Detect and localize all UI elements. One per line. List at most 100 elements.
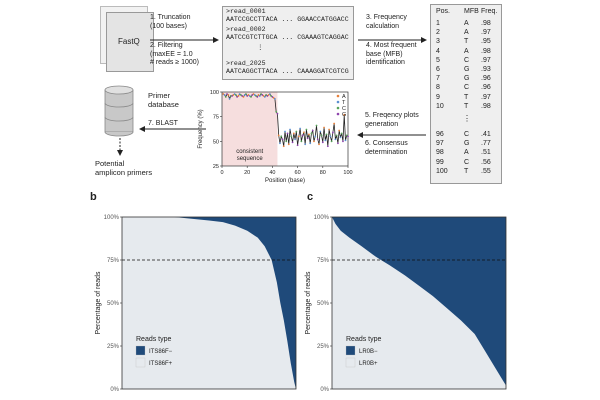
frequency-point: [281, 138, 284, 141]
panel-b-legend-title: Reads type: [136, 336, 172, 343]
frequency-point: [284, 130, 286, 133]
frequency-point: [253, 94, 256, 96]
frequency-point: [227, 94, 230, 96]
frequency-point: [338, 129, 341, 132]
mfb-row-col2: .96: [481, 75, 491, 83]
mfb-row-col2: .55: [481, 167, 491, 175]
potential-line1: Potential: [95, 159, 125, 168]
mfb-row-col2: .98: [481, 20, 491, 27]
frequency-point: [237, 95, 240, 97]
fastq-file-icon: [106, 12, 154, 72]
frequency-point: [229, 95, 232, 97]
mfb-ellipsis: ⋮: [463, 114, 471, 123]
frequency-point: [240, 94, 242, 96]
frequency-point: [267, 94, 270, 96]
frequency-point: [345, 134, 348, 137]
panel-c-y-tick-label: 25%: [317, 344, 330, 350]
x-tick-label: 100: [343, 170, 352, 176]
mfb-row-col2: .56: [481, 158, 491, 166]
mfb-row-col0: 1: [436, 20, 440, 27]
frequency-point: [330, 140, 333, 143]
frequency-point: [339, 136, 342, 139]
frequency-point: [305, 128, 308, 131]
frequency-point: [271, 96, 274, 98]
frequency-point: [268, 93, 271, 95]
panel-c-negative-area: [332, 217, 506, 386]
frequency-line: [223, 93, 349, 147]
frequency-point: [325, 133, 328, 136]
mfb-row-col1: C: [464, 56, 470, 64]
legend-dot: [336, 106, 340, 110]
y-tick-label: 100: [210, 90, 219, 96]
mfb-row-col1: T: [464, 102, 469, 110]
mfb-row-col1: A: [464, 29, 469, 37]
frequency-point: [319, 130, 322, 133]
frequency-point: [340, 132, 343, 135]
frequency-point: [335, 134, 338, 137]
frequency-point: [256, 96, 259, 98]
legend-label: C: [342, 106, 346, 112]
mfb-row-col2: .51: [481, 149, 491, 157]
read-3-id: >read_2025: [226, 60, 266, 67]
mfb-row-col0: 98: [436, 149, 444, 157]
frequency-point: [313, 140, 315, 143]
step-plots: 5. Freqency plots generation: [365, 112, 419, 129]
mfb-row-col1: T: [464, 167, 469, 175]
panel-b-legend-swatch: [135, 357, 146, 368]
mfb-table: Pos. MFB Freq. 1 A .98 2 A .97 3 T .95 4 A .98 5 C .97 6 G.…: [430, 4, 502, 184]
frequency-point: [228, 98, 231, 100]
mfb-row-col2: .93: [481, 66, 491, 73]
potential-line2: amplicon primers: [95, 167, 153, 177]
mfb-header-col2: Freq.: [481, 8, 498, 15]
panel-c-y-tick-label: 100%: [314, 215, 330, 221]
step-frequency: 3. Frequency calculation: [366, 14, 407, 31]
primer-db-label: Primer database: [148, 91, 179, 109]
step-frequency-line1: 3. Frequency: [366, 14, 407, 21]
frequency-point: [294, 138, 296, 141]
panel-b-letter: b: [90, 191, 97, 203]
panel-c-legend-swatch: [345, 357, 356, 368]
mfb-row-col0: 100: [436, 167, 448, 175]
frequency-point: [326, 145, 329, 148]
panel-b-y-tick-label: 75%: [107, 258, 120, 264]
step-blast: 7. BLAST: [148, 120, 178, 127]
legend-label: T: [342, 100, 346, 106]
frequency-point: [234, 94, 237, 96]
mfb-row-col2: .97: [481, 93, 491, 101]
frequency-point: [286, 132, 289, 135]
frequency-point: [343, 113, 346, 116]
frequency-point: [301, 134, 304, 137]
frequency-point: [315, 124, 318, 127]
mfb-row-col2: .98: [481, 102, 491, 110]
panel-b-y-tick-label: 100%: [104, 215, 120, 221]
consistent-label-line1: consistent: [236, 149, 263, 155]
mfb-row-col1: G: [464, 140, 470, 148]
panel-b-y-tick-label: 0%: [110, 387, 119, 393]
frequency-point: [247, 94, 250, 96]
frequency-point: [323, 126, 325, 129]
panel-b-legend-swatch: [135, 345, 146, 356]
frequency-point: [280, 135, 283, 138]
mfb-row-col2: .95: [481, 38, 491, 46]
frequency-point: [344, 139, 347, 142]
frequency-point: [337, 142, 339, 145]
y-axis-label: Frequency (%): [198, 109, 204, 148]
x-axis-label: Position (base): [265, 178, 305, 184]
frequency-point: [329, 135, 332, 138]
primer-db-line1: Primer: [148, 91, 171, 100]
potential-primers-label: Potential amplicon primers: [95, 159, 153, 177]
panel-b-y-axis-label: Percentage of reads: [95, 271, 102, 335]
frequency-point: [347, 135, 349, 138]
step-consensus: 6. Consensus determination: [365, 140, 408, 157]
frequency-point: [300, 140, 303, 143]
mfb-row-col2: .97: [481, 56, 491, 64]
y-tick-label: 25: [213, 164, 219, 170]
reads-ellipsis: ⋮: [257, 44, 264, 51]
mfb-row-col2: .97: [481, 29, 491, 37]
frequency-point: [328, 128, 330, 131]
frequency-point: [251, 94, 254, 96]
step-plots-line1: 5. Freqency plots: [365, 112, 419, 119]
database-icon: [104, 85, 134, 137]
legend-dot: [336, 112, 340, 116]
legend-label: G: [342, 112, 346, 118]
